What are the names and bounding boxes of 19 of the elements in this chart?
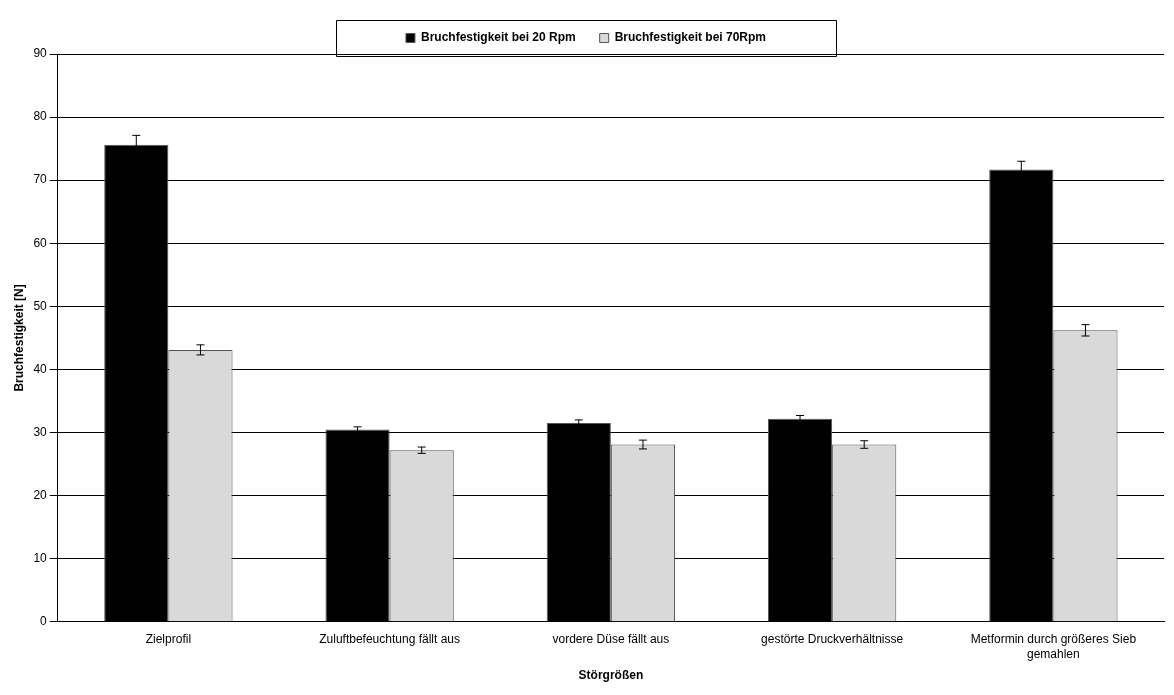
y-tick-label: 50 bbox=[33, 298, 48, 313]
y-tick-label: 0 bbox=[40, 614, 48, 629]
x-tick-label: Zielprofil bbox=[145, 632, 192, 647]
y-tick-label: 30 bbox=[33, 424, 48, 439]
y-tick-label: 60 bbox=[33, 235, 48, 250]
y-tick-label: 70 bbox=[33, 172, 48, 187]
x-tick-label: Metformin durch größeres Sieb gemahlen bbox=[970, 632, 1137, 661]
y-tick-label: 90 bbox=[33, 46, 48, 61]
y-tick-label: 10 bbox=[33, 551, 48, 566]
y-tick-label: 40 bbox=[33, 361, 48, 376]
legend-label: Bruchfestigkeit bei 20 Rpm bbox=[420, 30, 576, 45]
y-tick-label: 20 bbox=[33, 487, 48, 502]
x-tick-label: vordere Düse fällt aus bbox=[552, 632, 670, 647]
y-tick-label: 80 bbox=[33, 109, 48, 124]
y-axis-title: Bruchfestigkeit [N] bbox=[11, 284, 26, 392]
x-axis-title: Störgrößen bbox=[578, 668, 644, 683]
x-tick-label: Zuluftbefeuchtung fällt aus bbox=[319, 632, 461, 647]
x-tick-label: gestörte Druckverhältnisse bbox=[761, 632, 904, 647]
legend-label: Bruchfestigkeit bei 70Rpm bbox=[614, 30, 767, 45]
